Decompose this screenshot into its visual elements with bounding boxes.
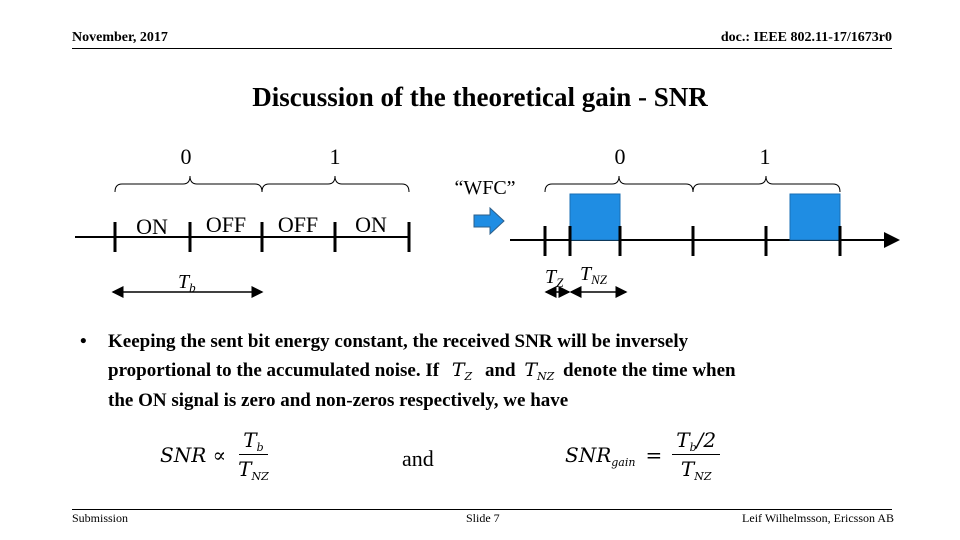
footer-slide-number: Slide 7 xyxy=(466,511,500,525)
bit-left-0: 0 xyxy=(181,144,192,169)
segment-on-2: ON xyxy=(355,212,387,237)
slide-title: Discussion of the theoretical gain - SNR xyxy=(252,82,708,112)
wfc-label: “WFC” xyxy=(454,177,515,199)
bit-left-1: 1 xyxy=(330,144,341,169)
bullet-line-2: proportional to the accumulated noise. I… xyxy=(108,359,736,383)
bullet-line-1: Keeping the sent bit energy constant, th… xyxy=(108,331,689,352)
header-date: November, 2017 xyxy=(72,30,168,45)
signal-diagram: 0 1 0 1 “WFC” ON OFF OFF ON xyxy=(75,144,900,298)
brace-left-1 xyxy=(261,175,410,193)
segment-off-1: OFF xyxy=(206,212,246,237)
bullet-line-3: the ON signal is zero and non-zeros resp… xyxy=(108,390,569,411)
pulse-1 xyxy=(569,193,621,241)
footer-rule xyxy=(72,509,892,510)
left-axis-ticks xyxy=(113,222,411,252)
brace-right-0 xyxy=(544,175,694,193)
equation-snr-gain: SNRgain = Tb/2 TNZ xyxy=(565,428,721,483)
pulse-2 xyxy=(789,193,841,241)
wfc-arrow-icon xyxy=(473,206,505,236)
segment-off-2: OFF xyxy=(278,212,318,237)
brace-right-1 xyxy=(692,175,841,193)
tnz-label: TNZ xyxy=(580,263,608,287)
bit-right-0: 0 xyxy=(615,144,626,169)
inline-tnz: TNZ xyxy=(524,359,555,383)
inline-tz: TZ xyxy=(451,359,473,383)
tz-label: TZ xyxy=(545,266,564,290)
bullet-paragraph: Keeping the sent bit energy constant, th… xyxy=(108,328,908,415)
header-doc-id: doc.: IEEE 802.11-17/1673r0 xyxy=(720,30,892,45)
eq1-fraction: Tb TNZ xyxy=(238,428,269,483)
eq2-fraction: Tb/2 TNZ xyxy=(672,428,721,483)
segment-on-1: ON xyxy=(136,214,168,239)
header-rule xyxy=(72,48,892,49)
footer-author: Leif Wilhelmsson, Ericsson AB xyxy=(742,511,894,525)
equations-and: and xyxy=(402,446,434,471)
footer-submission: Submission xyxy=(72,511,129,525)
equation-snr-proportional: SNR ∝ Tb TNZ xyxy=(160,428,273,483)
brace-left-0 xyxy=(114,175,263,193)
right-axis-ticks xyxy=(543,226,842,256)
bullet-marker: • xyxy=(80,331,87,352)
bit-right-1: 1 xyxy=(760,144,771,169)
